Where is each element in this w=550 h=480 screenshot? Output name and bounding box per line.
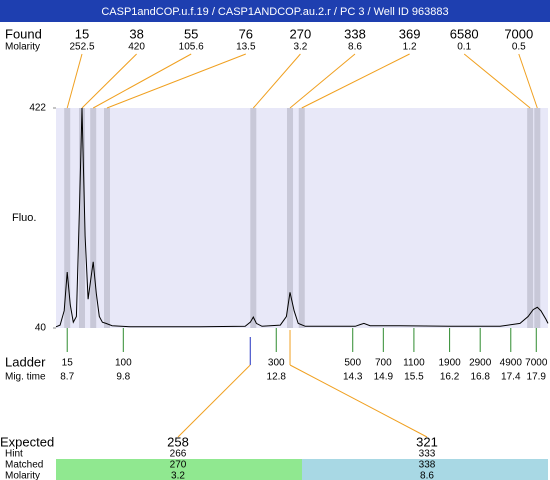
molarity-value: 3.2 (171, 471, 185, 480)
found-molarity: 8.6 (348, 42, 362, 53)
y-tick-label: 422 (29, 103, 46, 114)
ladder-size: 100 (115, 358, 132, 369)
found-size: 38 (129, 26, 143, 41)
found-size: 6580 (450, 26, 479, 41)
peak-connector (81, 53, 137, 109)
peak-connector (301, 53, 410, 109)
peak-band (287, 108, 294, 328)
expected-row-bg (302, 459, 548, 480)
hint-value: 266 (170, 449, 187, 460)
peak-band (79, 108, 86, 328)
expected-connector (177, 364, 251, 438)
matched-label: Matched (5, 460, 43, 471)
peak-connector (92, 53, 192, 109)
peak-connector (518, 53, 538, 109)
ladder-time: 17.9 (527, 372, 547, 383)
ladder-time: 14.9 (374, 372, 394, 383)
ladder-time: 14.3 (343, 372, 363, 383)
found-size: 15 (75, 26, 89, 41)
found-size: 7000 (504, 26, 533, 41)
ladder-size: 15 (62, 358, 74, 369)
peak-connector (252, 53, 301, 109)
expected-size: 321 (416, 434, 438, 449)
ladder-time: 9.8 (116, 372, 130, 383)
trace-line (55, 107, 549, 328)
ladder-time: 16.8 (470, 372, 490, 383)
found-molarity: 252.5 (69, 42, 94, 53)
ladder-size: 700 (375, 358, 392, 369)
peak-connector (106, 53, 246, 109)
ladder-time: 17.4 (501, 372, 521, 383)
header-bar (0, 0, 550, 22)
matched-value: 338 (419, 460, 436, 471)
peak-band (64, 108, 71, 328)
molarity-label: Molarity (5, 42, 40, 53)
peak-band (90, 108, 97, 328)
found-molarity: 3.2 (293, 42, 307, 53)
found-size: 369 (399, 26, 421, 41)
peak-band (527, 108, 534, 328)
ladder-size: 500 (344, 358, 361, 369)
expected-label: Expected (0, 434, 54, 449)
molarity-value: 8.6 (420, 471, 434, 480)
found-size: 338 (344, 26, 366, 41)
peak-band (534, 108, 541, 328)
found-size: 76 (239, 26, 253, 41)
hint-label: Hint (5, 449, 23, 460)
peak-connector (289, 53, 356, 109)
ladder-size: 7000 (525, 358, 548, 369)
peak-band (298, 108, 305, 328)
expected-molarity-label: Molarity (5, 471, 40, 480)
peak-band (103, 108, 110, 328)
ladder-size: 300 (268, 358, 285, 369)
ladder-size: 1100 (403, 358, 425, 369)
ladder-time: 16.2 (440, 372, 460, 383)
ladder-time: 8.7 (60, 372, 74, 383)
matched-value: 270 (170, 460, 187, 471)
ladder-size: 4900 (500, 358, 523, 369)
peak-connector (463, 53, 531, 109)
mig-time-label: Mig. time (5, 372, 46, 383)
ladder-time: 15.5 (404, 372, 424, 383)
y-axis-label: Fluo. (12, 212, 36, 224)
y-tick-label: 40 (35, 323, 47, 334)
found-molarity: 1.2 (403, 42, 417, 53)
found-molarity: 0.5 (512, 42, 526, 53)
found-molarity: 0.1 (457, 42, 471, 53)
found-molarity: 105.6 (179, 42, 204, 53)
found-size: 55 (184, 26, 198, 41)
expected-row-bg (56, 459, 302, 480)
peak-connector (66, 53, 83, 109)
peak-band (250, 108, 257, 328)
found-molarity: 13.5 (236, 42, 256, 53)
ladder-size: 1900 (438, 358, 461, 369)
ladder-size: 2900 (469, 358, 492, 369)
ladder-label: Ladder (5, 354, 46, 369)
found-label: Found (5, 26, 42, 41)
hint-value: 333 (419, 449, 436, 460)
found-molarity: 420 (128, 42, 145, 53)
header-title: CASP1andCOP.u.f.19 / CASP1ANDCOP.au.2.r … (101, 6, 448, 18)
ladder-time: 12.8 (267, 372, 287, 383)
expected-connector (289, 364, 428, 438)
expected-size: 258 (167, 434, 189, 449)
found-size: 270 (290, 26, 312, 41)
